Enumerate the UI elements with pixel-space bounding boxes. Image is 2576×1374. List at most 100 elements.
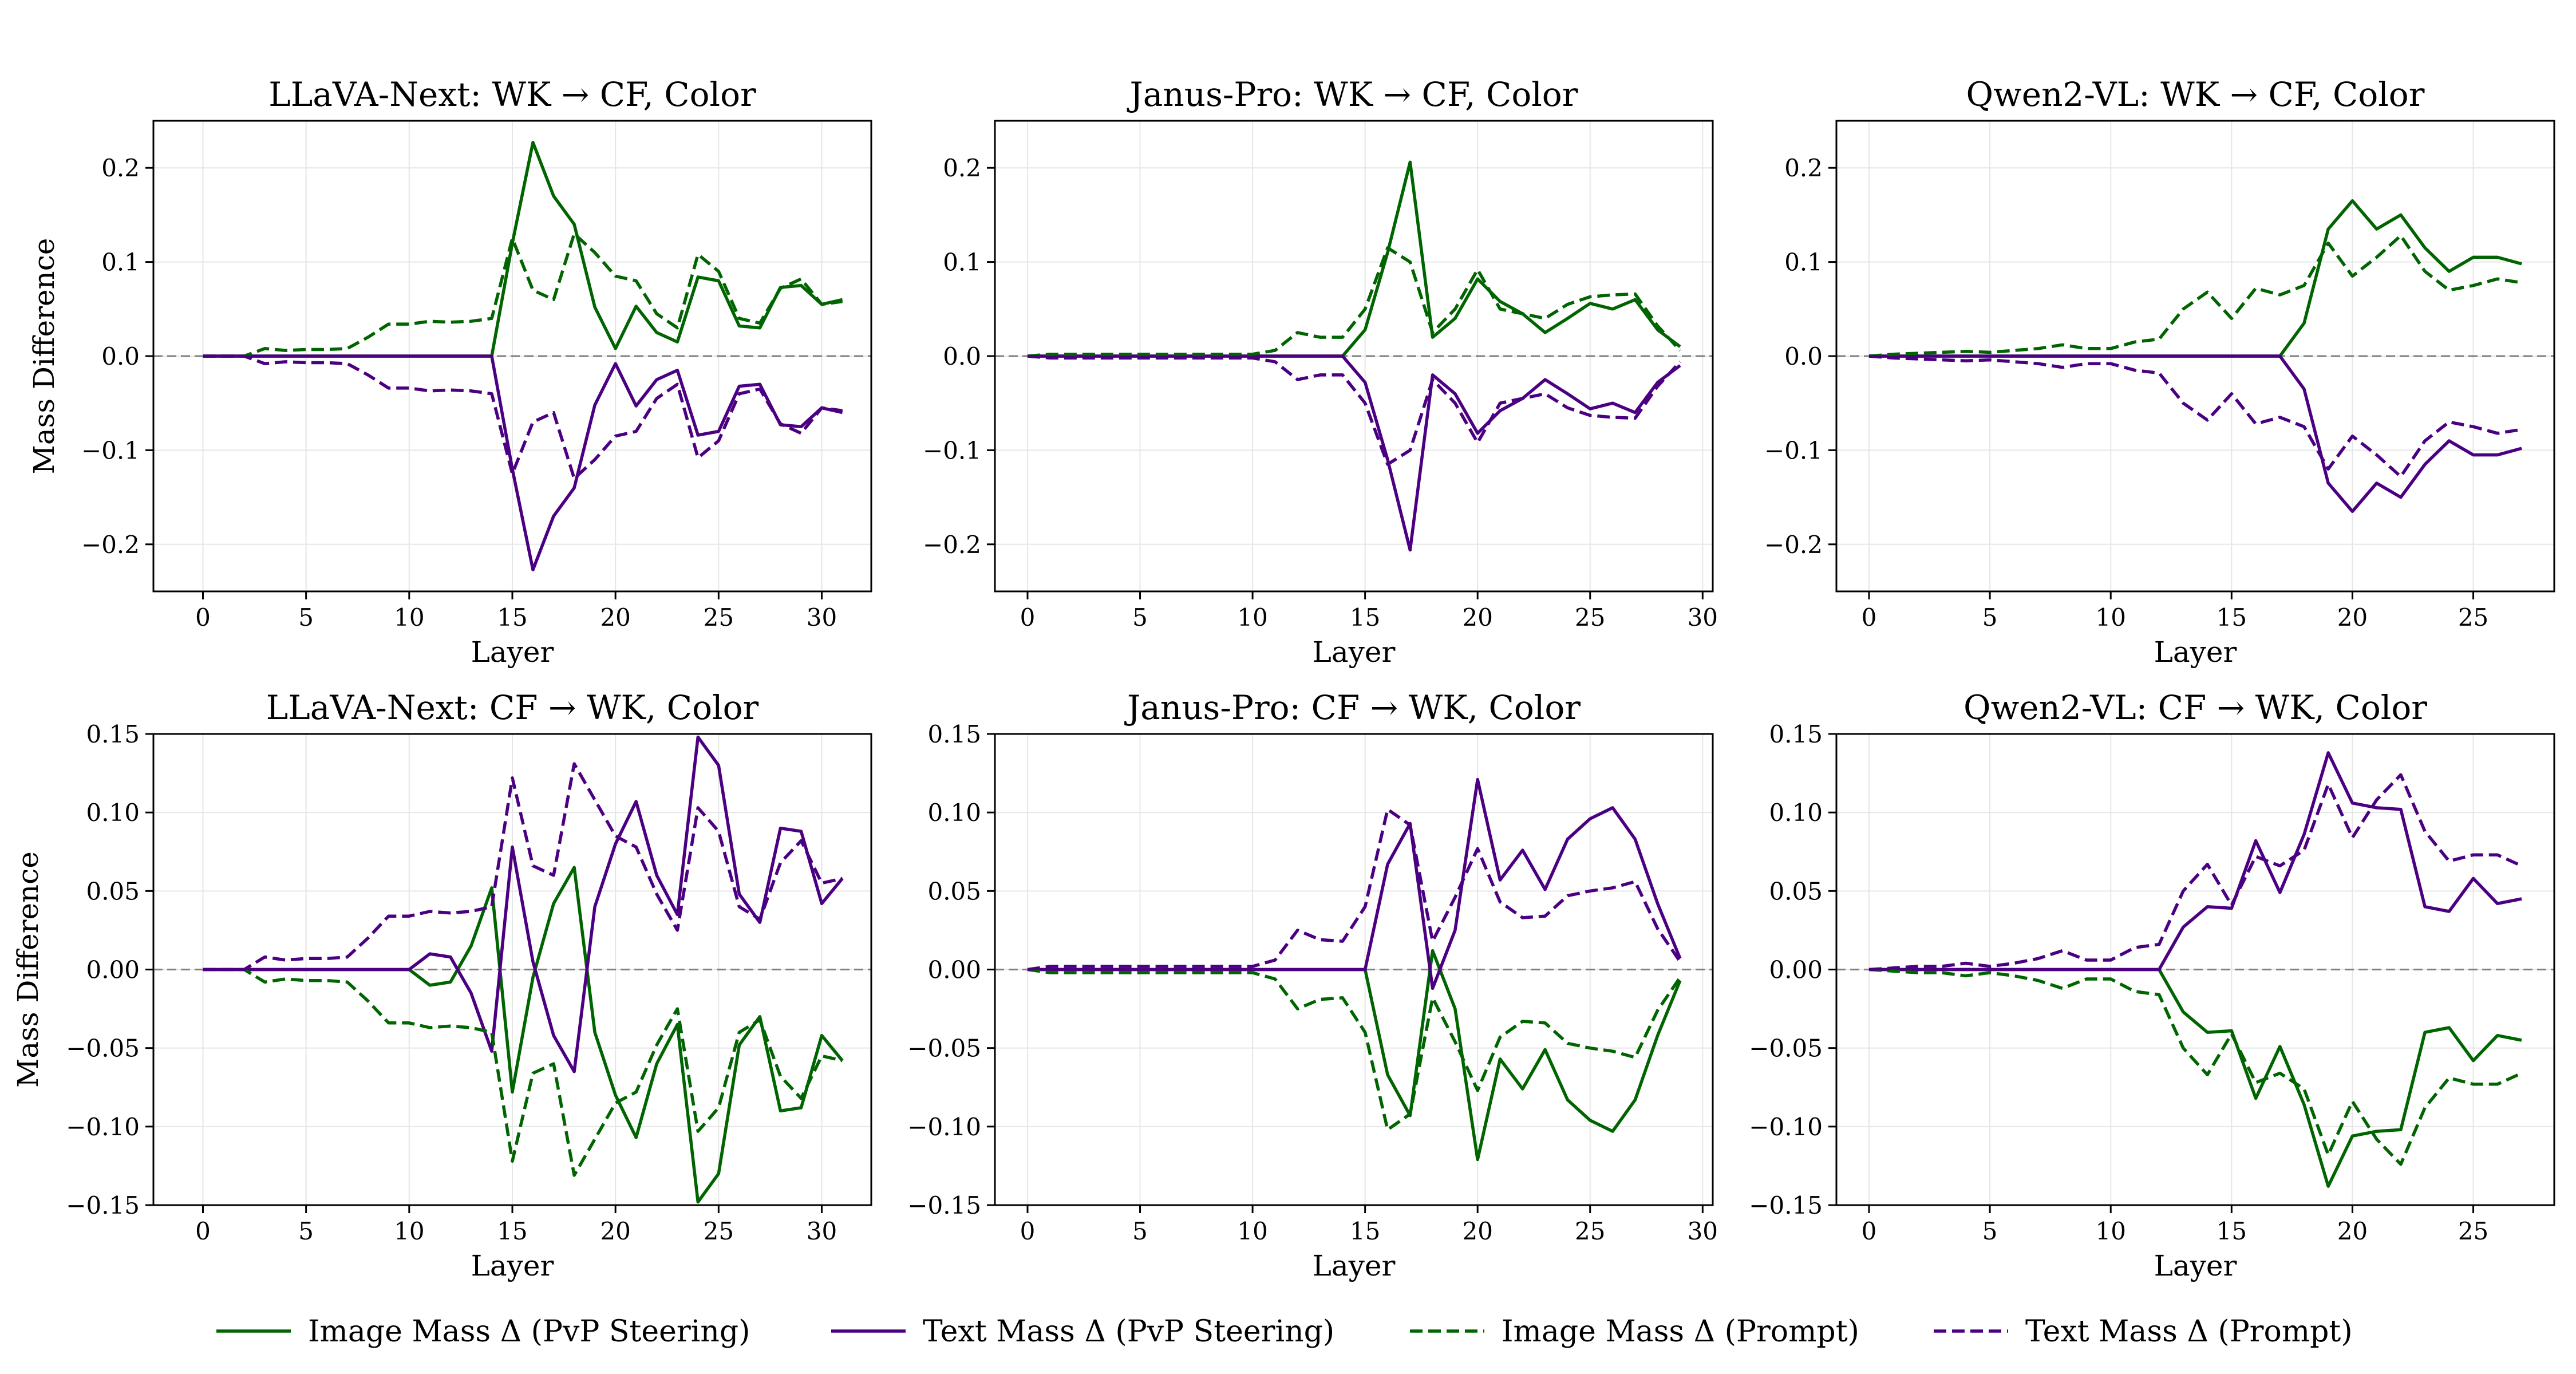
subplot-2: 0 5 10 15 20 25 30 −0.2 −0.1 0.0 0.1 0.2 Janus-Pro: … bbox=[923, 75, 1718, 669]
subplot-6: 0 5 10 15 20 25 −0.15 −0.10 −0.05 0.00 0.05 0.10 0.1… bbox=[1749, 688, 2555, 1282]
x-tick-label: 20 bbox=[600, 1217, 630, 1245]
series-line-4 bbox=[1868, 773, 2523, 972]
y-tick-label: 0.1 bbox=[101, 248, 140, 277]
x-tick-label: 30 bbox=[807, 603, 837, 631]
series-line-1 bbox=[203, 141, 843, 358]
series-line-1 bbox=[1869, 199, 2522, 358]
series-line-1 bbox=[203, 866, 844, 1204]
series-line-1 bbox=[1028, 160, 1681, 358]
y-tick-label: 0.10 bbox=[1769, 799, 1823, 827]
series-line-3 bbox=[1027, 246, 1682, 358]
series-line-2 bbox=[1028, 354, 1681, 552]
x-tick-label: 5 bbox=[298, 603, 314, 631]
y-axis-label: Mass Difference bbox=[11, 851, 45, 1088]
series-line-3 bbox=[1868, 234, 2522, 358]
y-tick-label: 0.10 bbox=[927, 799, 981, 827]
y-tick-label: 0.15 bbox=[86, 720, 140, 748]
y-tick-label: −0.1 bbox=[923, 436, 981, 464]
legend-item-1: Image Mass Δ (PvP Steering) bbox=[216, 1314, 750, 1349]
x-axis-label: Layer bbox=[471, 1249, 554, 1282]
series-line-2 bbox=[203, 354, 843, 571]
series-line-2 bbox=[1028, 777, 1682, 990]
x-tick-label: 25 bbox=[2458, 603, 2488, 631]
legend-item-2: Text Mass Δ (PvP Steering) bbox=[831, 1314, 1334, 1349]
y-tick-label: 0.0 bbox=[943, 342, 981, 370]
chart-title: Qwen2-VL: WK → CF, Color bbox=[1966, 75, 2425, 114]
y-tick-label: 0.00 bbox=[86, 956, 140, 984]
series-line-3 bbox=[1027, 968, 1682, 1132]
subplot-4: 0 5 10 15 20 25 30 −0.15 −0.10 −0.05 0.00 0.05 0.10 0… bbox=[11, 688, 872, 1282]
x-tick-label: 20 bbox=[1462, 1217, 1492, 1245]
x-tick-label: 0 bbox=[195, 603, 211, 631]
x-tick-label: 10 bbox=[394, 603, 424, 631]
x-tick-label: 15 bbox=[497, 1217, 527, 1245]
subplot-grid: 0 5 10 15 20 25 30 −0.2 −0.1 0.0 0.1 0.2 LLaVA-Next:… bbox=[11, 75, 2555, 1282]
y-tick-label: 0.05 bbox=[86, 877, 140, 905]
x-tick-label: 10 bbox=[2095, 603, 2125, 631]
x-tick-label: 15 bbox=[2217, 1217, 2247, 1245]
y-tick-label: −0.10 bbox=[907, 1113, 981, 1141]
x-tick-label: 25 bbox=[1575, 603, 1605, 631]
y-tick-label: −0.2 bbox=[1764, 531, 1823, 559]
x-tick-label: 0 bbox=[195, 1217, 211, 1245]
x-tick-label: 5 bbox=[1132, 1217, 1148, 1245]
series-line-3 bbox=[203, 968, 843, 1177]
x-tick-label: 25 bbox=[2458, 1217, 2488, 1245]
y-tick-label: 0.0 bbox=[1784, 342, 1823, 370]
x-tick-label: 20 bbox=[600, 603, 630, 631]
x-tick-label: 10 bbox=[1237, 603, 1267, 631]
x-tick-label: 10 bbox=[2095, 1217, 2125, 1245]
x-tick-label: 25 bbox=[1575, 1217, 1605, 1245]
x-axis-label: Layer bbox=[1313, 635, 1396, 669]
y-tick-label: −0.05 bbox=[1749, 1035, 1823, 1063]
y-tick-label: 0.15 bbox=[927, 720, 981, 748]
x-tick-label: 20 bbox=[2337, 1217, 2368, 1245]
y-tick-label: 0.1 bbox=[1784, 248, 1823, 277]
legend-label: Image Mass Δ (PvP Steering) bbox=[308, 1314, 750, 1349]
x-tick-label: 30 bbox=[807, 1217, 837, 1245]
y-tick-label: 0.0 bbox=[101, 342, 140, 370]
chart-title: Qwen2-VL: CF → WK, Color bbox=[1963, 688, 2427, 727]
x-tick-label: 5 bbox=[1132, 603, 1148, 631]
x-tick-label: 15 bbox=[1350, 603, 1380, 631]
y-tick-label: −0.15 bbox=[1749, 1191, 1823, 1219]
x-tick-label: 25 bbox=[704, 603, 734, 631]
chart-title: LLaVA-Next: WK → CF, Color bbox=[268, 75, 756, 114]
series-line-4 bbox=[1868, 354, 2522, 479]
y-tick-label: −0.05 bbox=[66, 1035, 140, 1063]
x-tick-label: 20 bbox=[2337, 603, 2368, 631]
series-line-4 bbox=[203, 762, 843, 972]
series-line-1 bbox=[1028, 949, 1682, 1162]
series-line-1 bbox=[1869, 968, 2522, 1188]
legend-item-3: Image Mass Δ (Prompt) bbox=[1410, 1314, 1859, 1349]
chart-title: Janus-Pro: WK → CF, Color bbox=[1127, 75, 1578, 114]
x-tick-label: 5 bbox=[1982, 603, 1998, 631]
y-tick-label: 0.2 bbox=[101, 154, 140, 182]
subplot-1: 0 5 10 15 20 25 30 −0.2 −0.1 0.0 0.1 0.2 LLaVA-Next:… bbox=[27, 75, 872, 669]
y-tick-label: 0.00 bbox=[1769, 956, 1823, 984]
series-line-4 bbox=[203, 354, 843, 480]
x-axis-label: Layer bbox=[471, 635, 554, 669]
y-tick-label: −0.2 bbox=[923, 531, 981, 559]
legend: Image Mass Δ (PvP Steering) Text Mass Δ (… bbox=[216, 1314, 2353, 1349]
series-line-2 bbox=[1869, 751, 2522, 972]
series-line-2 bbox=[203, 735, 844, 1073]
y-tick-label: 0.05 bbox=[1769, 877, 1823, 905]
x-tick-label: 0 bbox=[1020, 1217, 1036, 1245]
x-tick-label: 15 bbox=[497, 603, 527, 631]
y-tick-label: 0.00 bbox=[927, 956, 981, 984]
series-line-2 bbox=[1869, 354, 2522, 514]
y-tick-label: −0.10 bbox=[66, 1113, 140, 1141]
y-tick-label: −0.15 bbox=[66, 1191, 140, 1219]
x-tick-label: 25 bbox=[704, 1217, 734, 1245]
y-tick-label: −0.2 bbox=[81, 531, 140, 559]
y-tick-label: 0.2 bbox=[943, 154, 981, 182]
y-tick-label: 0.05 bbox=[927, 877, 981, 905]
x-axis-label: Layer bbox=[2154, 635, 2237, 669]
y-tick-label: −0.1 bbox=[81, 436, 140, 464]
x-axis-label: Layer bbox=[1313, 1249, 1396, 1282]
legend-label: Text Mass Δ (Prompt) bbox=[2025, 1314, 2353, 1349]
y-tick-label: −0.10 bbox=[1749, 1113, 1823, 1141]
y-tick-label: 0.10 bbox=[86, 799, 140, 827]
x-tick-label: 15 bbox=[1350, 1217, 1380, 1245]
